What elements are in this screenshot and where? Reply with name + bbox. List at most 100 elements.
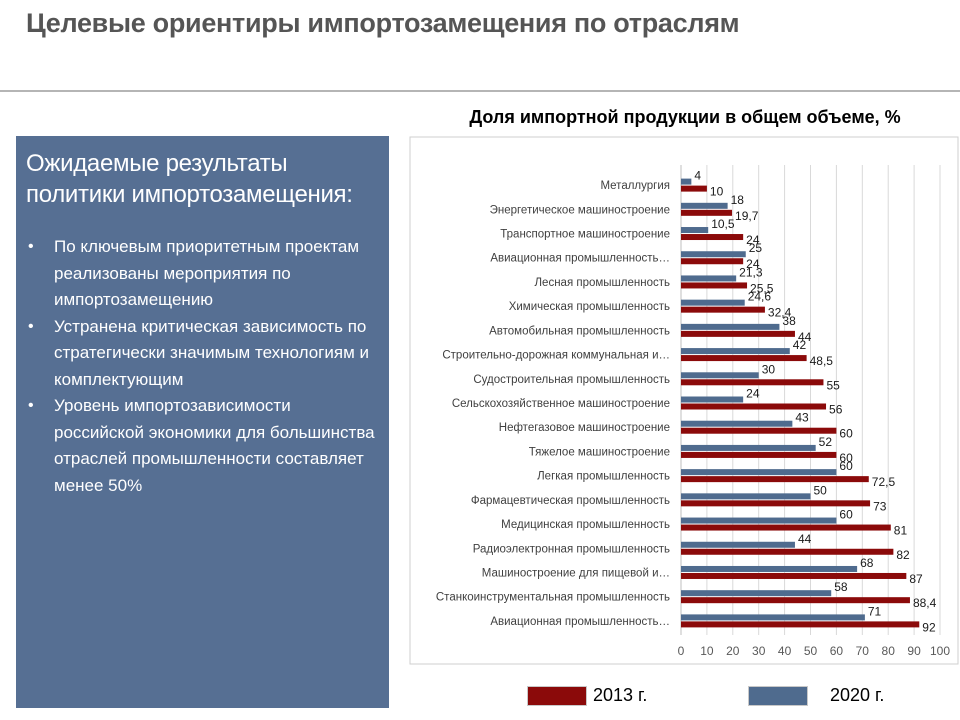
data-label-2020: 43 — [795, 411, 809, 425]
bar-2020 — [681, 420, 793, 427]
results-list: • По ключевым приоритетным проектам реали… — [26, 234, 375, 499]
bar-2020 — [681, 275, 737, 282]
category-label: Судостроительная промышленность — [473, 374, 670, 386]
bullet-icon: • — [28, 317, 34, 335]
data-label-2020: 52 — [819, 435, 833, 449]
data-label-2013: 44 — [798, 330, 812, 344]
category-label: Сельскохозяйственное машиностроение — [452, 398, 670, 410]
data-label-2020: 4 — [694, 169, 701, 183]
bar-2013 — [681, 379, 824, 386]
data-label-2020: 18 — [731, 193, 745, 207]
bar-2013 — [681, 355, 807, 362]
bar-2013 — [681, 524, 891, 531]
bar-2020 — [681, 396, 744, 403]
bar-2013 — [681, 597, 910, 604]
x-tick-label: 70 — [856, 644, 870, 658]
bar-2020 — [681, 541, 795, 548]
category-label: Химическая промышленность — [509, 301, 670, 313]
data-label-2013: 10 — [710, 185, 724, 199]
data-label-2013: 87 — [909, 572, 923, 586]
bar-2013 — [681, 185, 707, 192]
bar-2013 — [681, 500, 871, 507]
category-label: Нефтегазовое машиностроение — [499, 422, 670, 434]
bar-2013 — [681, 234, 744, 241]
bar-2013 — [681, 621, 920, 628]
bar-2013 — [681, 476, 869, 483]
bar-2013 — [681, 403, 827, 410]
data-label-2020: 60 — [839, 459, 853, 473]
data-label-2020: 60 — [839, 508, 853, 522]
data-label-2013: 55 — [826, 378, 840, 392]
category-label: Тяжелое машиностроение — [529, 446, 670, 458]
category-label: Авиационная промышленность… — [490, 616, 670, 628]
bar-2013 — [681, 427, 837, 434]
data-label-2013: 60 — [839, 427, 853, 441]
panel-heading: Ожидаемые результаты политики импортозам… — [26, 148, 375, 210]
list-item-text: Устранена критическая зависимость по стр… — [54, 316, 369, 389]
bar-2020 — [681, 372, 759, 379]
data-label-2020: 42 — [793, 338, 807, 352]
bar-2013 — [681, 282, 748, 289]
x-tick-label: 0 — [678, 644, 685, 658]
bar-2020 — [681, 517, 837, 524]
category-label: Станкоинструментальная промышленность — [436, 592, 670, 604]
bar-2020 — [681, 227, 709, 234]
x-tick-label: 10 — [700, 644, 714, 658]
bar-2020 — [681, 323, 780, 330]
data-label-2013: 73 — [873, 499, 887, 513]
category-label: Авиационная промышленность… — [490, 253, 670, 265]
data-label-2013: 72,5 — [872, 475, 896, 489]
data-label-2020: 21,3 — [739, 265, 763, 279]
category-label: Легкая промышленность — [537, 471, 670, 483]
x-tick-label: 30 — [752, 644, 766, 658]
data-label-2013: 24 — [746, 257, 760, 271]
chart-title: Доля импортной продукции в общем объеме,… — [469, 107, 901, 127]
legend-swatch-2020 — [748, 686, 808, 706]
data-label-2013: 88,4 — [913, 596, 937, 610]
data-label-2013: 32,4 — [768, 306, 792, 320]
data-label-2020: 71 — [868, 604, 882, 618]
data-label-2020: 10,5 — [711, 217, 735, 231]
data-label-2020: 38 — [782, 314, 796, 328]
bar-2020 — [681, 348, 790, 355]
bar-2020 — [681, 444, 816, 451]
x-axis-ticks: 0 10 20 30 40 50 60 70 80 90 100 — [678, 644, 951, 658]
category-labels: Металлургия Энергетическое машиностроение… — [436, 180, 670, 628]
bar-2020 — [681, 469, 837, 476]
data-label-2013: 56 — [829, 403, 843, 417]
x-tick-label: 100 — [930, 644, 950, 658]
data-label-2013: 60 — [839, 451, 853, 465]
bullet-icon: • — [28, 397, 34, 414]
x-tick-label: 50 — [804, 644, 818, 658]
data-label-2020: 50 — [814, 483, 828, 497]
bar-2020 — [681, 202, 728, 209]
category-label: Транспортное машиностроение — [500, 229, 670, 241]
category-label: Фармацевтическая промышленность — [471, 495, 670, 507]
data-label-2013: 81 — [894, 524, 908, 538]
bar-2020 — [681, 614, 865, 621]
import-share-chart: Металлургия Энергетическое машиностроение… — [409, 136, 959, 665]
bullet-icon: • — [28, 238, 34, 255]
bar-2013 — [681, 330, 795, 337]
x-tick-label: 40 — [778, 644, 792, 658]
category-label: Металлургия — [600, 180, 670, 192]
data-label-2020: 58 — [834, 580, 848, 594]
bar-2020 — [681, 590, 832, 597]
bar-2013 — [681, 572, 907, 579]
bar-2013 — [681, 258, 744, 265]
data-label-2020: 44 — [798, 532, 812, 546]
x-tick-label: 80 — [882, 644, 896, 658]
x-tick-label: 20 — [726, 644, 740, 658]
bar-2020 — [681, 565, 858, 572]
category-label: Автомобильная промышленность — [489, 325, 670, 337]
bars — [681, 178, 920, 628]
bar-2020 — [681, 178, 692, 185]
bar-2020 — [681, 251, 746, 258]
data-label-2020: 24 — [746, 387, 760, 401]
bar-2020 — [681, 299, 745, 306]
data-labels: 4101819,710,524252421,325,524,632,438444… — [694, 169, 936, 635]
category-label: Машиностроение для пищевой и… — [482, 567, 670, 579]
list-item-text: По ключевым приоритетным проектам реализ… — [54, 237, 360, 309]
data-label-2013: 48,5 — [810, 354, 834, 368]
bar-2013 — [681, 548, 894, 555]
